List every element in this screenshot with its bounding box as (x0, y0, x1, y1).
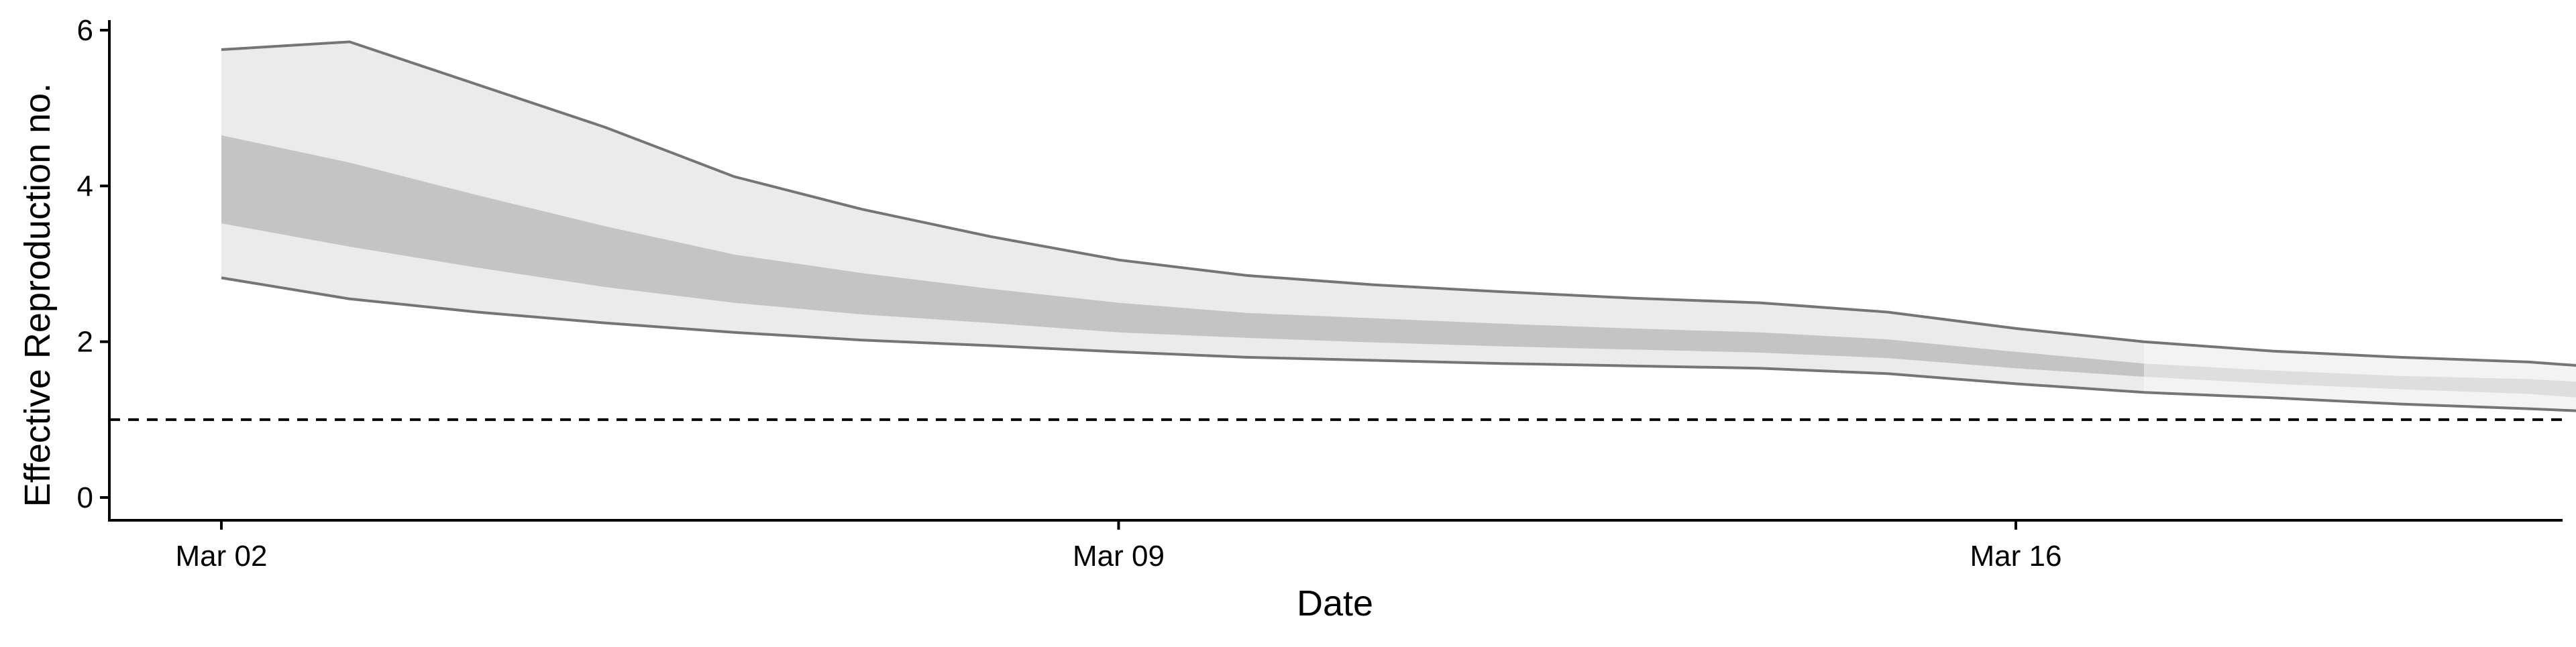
x-tick-label: Mar 09 (1073, 540, 1165, 573)
y-axis-ticks: 0 2 4 6 (77, 14, 109, 514)
y-tick-label: 2 (77, 326, 93, 359)
lower-90-line (221, 276, 2576, 412)
credible-interval-bands (221, 42, 2576, 411)
axes (108, 20, 2563, 522)
band-edge-lines (221, 40, 2576, 412)
y-axis-title: Effective Reproduction no. (17, 83, 58, 507)
y-tick-label: 4 (77, 170, 93, 202)
y-tick-label: 6 (77, 14, 93, 47)
x-tick-label: Mar 16 (1970, 540, 2062, 573)
band-50-forecast (2144, 363, 2576, 398)
upper-90-line (221, 40, 2576, 367)
band-50-estimate (221, 135, 2145, 377)
x-axis-ticks: Mar 02 Mar 09 Mar 16 (176, 520, 2062, 573)
y-tick-label: 0 (77, 481, 93, 514)
x-tick-label: Mar 02 (176, 540, 268, 573)
band-90-estimate (221, 42, 2145, 393)
x-axis-title: Date (1297, 583, 1373, 624)
